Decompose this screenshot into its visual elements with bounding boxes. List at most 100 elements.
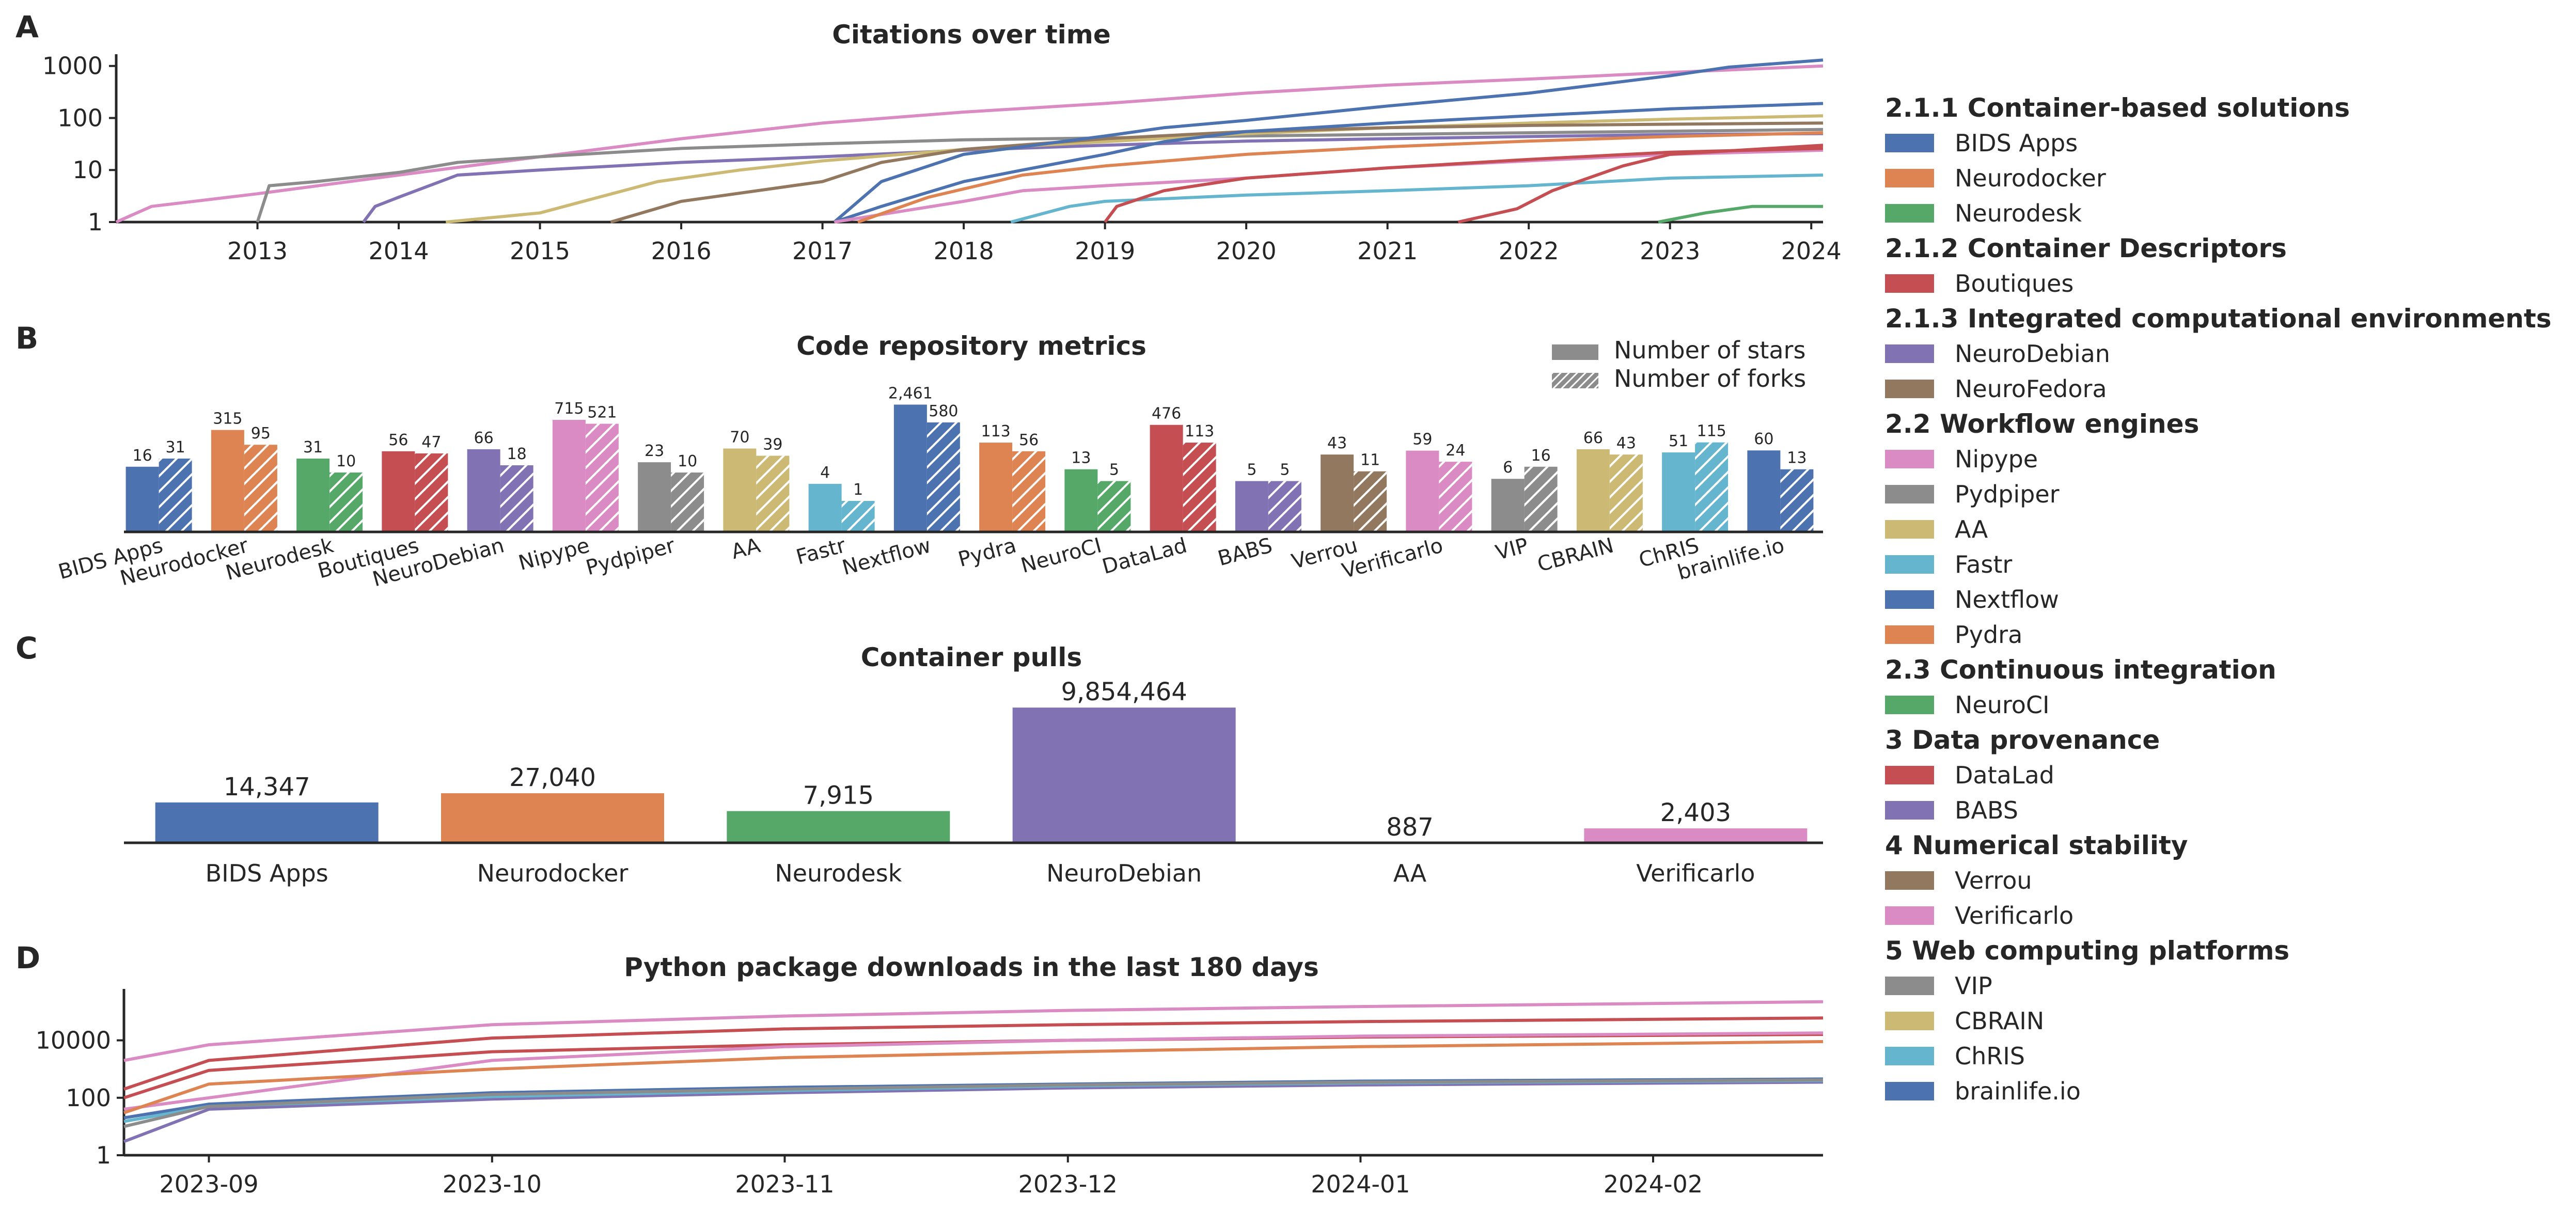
legend-item-label: ChRIS	[1955, 1042, 2025, 1070]
b-forks-label: 10	[678, 452, 697, 470]
b-forks-hatch	[756, 455, 790, 532]
legend-item-datalad: DataLad	[1885, 758, 2567, 793]
b-forks-label: 18	[507, 445, 527, 463]
panel-d: D Python package downloads in the last 1…	[15, 940, 1824, 1198]
legend-swatch	[1885, 520, 1934, 539]
d-x-tick-label: 2023-09	[159, 1170, 258, 1198]
b-forks-label: 31	[166, 438, 185, 457]
a-line-nextflow	[833, 58, 1824, 224]
a-line-pydpiper	[256, 128, 1824, 223]
b-forks-label: 24	[1446, 442, 1465, 460]
legend-item-label: NeuroCI	[1955, 691, 2050, 719]
legend-item-vip: VIP	[1885, 968, 2567, 1003]
b-stars-bar-aa	[723, 448, 757, 532]
legend-swatch	[1885, 696, 1934, 714]
legend-swatch	[1885, 169, 1934, 187]
b-x-tick-label: Nextflow	[840, 533, 934, 580]
c-value-label: 14,347	[224, 773, 310, 801]
d-x-tick-label: 2023-10	[443, 1170, 542, 1198]
legend-swatch	[1885, 485, 1934, 504]
b-stars-label: 43	[1327, 434, 1347, 452]
b-forks-label: 115	[1697, 422, 1726, 441]
b-x-tick-label: AA	[729, 533, 763, 564]
b-forks-label: 1	[853, 481, 863, 499]
legend-swatch	[1885, 766, 1934, 784]
b-forks-label: 11	[1360, 451, 1380, 469]
c-value-label: 9,854,464	[1061, 678, 1187, 706]
legend-swatch	[1885, 204, 1934, 223]
legend-item-neurodesk: Neurodesk	[1885, 196, 2567, 231]
b-forks-hatch	[1439, 462, 1472, 532]
b-stars-bar-datalad	[1150, 424, 1183, 532]
d-x-tick-label: 2024-01	[1311, 1170, 1410, 1198]
a-x-tick-label: 2014	[368, 237, 429, 265]
a-line-boutiques	[1104, 147, 1824, 223]
legend-item-label: Boutiques	[1955, 270, 2074, 297]
legend-swatch	[1885, 344, 1934, 363]
legend-swatch	[1885, 450, 1934, 468]
d-line-pydra	[123, 1040, 1824, 1114]
legend-item-bids-apps: BIDS Apps	[1885, 125, 2567, 161]
d-x-tick-label: 2023-11	[735, 1170, 834, 1198]
b-forks-hatch	[1268, 481, 1301, 532]
b-x-tick-label: Fastr	[794, 533, 849, 570]
b-x-tick-label: DataLad	[1099, 533, 1189, 579]
legend-swatch	[1885, 1012, 1934, 1030]
b-stars-label: 31	[303, 438, 323, 457]
b-stars-bar-fastr	[808, 483, 842, 532]
legend-swatch	[1885, 555, 1934, 574]
b-x-tick-label: BABS	[1215, 533, 1275, 571]
legend-group-title: 2.2 Workflow engines	[1885, 409, 2200, 439]
a-line-neuroci	[1658, 205, 1823, 224]
b-stars-label: 715	[554, 400, 584, 418]
legend-swatch	[1885, 801, 1934, 820]
c-x-tick-label: NeuroDebian	[1046, 859, 1202, 887]
a-y-tick-label: 1000	[42, 52, 103, 80]
b-forks-hatch	[926, 422, 960, 532]
a-y-tick-label: 100	[57, 104, 103, 132]
panel-a: A Citations over time 1 10 100 1000 2013 2014…	[15, 9, 1842, 265]
legend-item-label: NeuroDebian	[1955, 340, 2110, 368]
b-forks-label: 56	[1019, 431, 1039, 449]
b-forks-label: 39	[763, 435, 782, 453]
legend-item-cbrain: CBRAIN	[1885, 1003, 2567, 1039]
legend-item-label: AA	[1955, 515, 1988, 543]
b-stars-label: 16	[133, 447, 152, 465]
legend-item-neuroci: NeuroCI	[1885, 687, 2567, 722]
b-forks-hatch	[671, 473, 704, 532]
legend-item-chris: ChRIS	[1885, 1039, 2567, 1074]
legend-item-fastr: Fastr	[1885, 547, 2567, 582]
b-stars-bar-boutiques	[382, 451, 415, 532]
b-stars-bar-chris	[1662, 452, 1695, 532]
b-forks-label: 580	[929, 402, 958, 420]
panel-b-letter: B	[15, 321, 38, 356]
b-stars-label: 59	[1412, 431, 1432, 449]
legend-swatch	[1885, 1047, 1934, 1065]
panel-a-letter: A	[15, 9, 39, 44]
panel-c: C Container pulls 14,347 BIDS Apps 27,040 N…	[15, 631, 1823, 887]
b-stars-bar-neuroci	[1064, 469, 1098, 532]
d-line-nipype	[123, 1031, 1824, 1111]
legend-swatch	[1885, 380, 1934, 398]
a-line-datalad	[1457, 144, 1824, 224]
b-forks-label: 16	[1531, 447, 1551, 465]
legend-item-nipype: Nipype	[1885, 442, 2567, 477]
a-x-tick-label: 2023	[1640, 237, 1700, 265]
a-line-bids-apps	[834, 102, 1824, 224]
a-x-tick-label: 2021	[1357, 237, 1418, 265]
a-x-tick-label: 2019	[1075, 237, 1135, 265]
b-stars-bar-nextflow	[893, 404, 927, 532]
b-stars-label: 113	[981, 422, 1010, 441]
d-y-tick-label: 10000	[36, 1027, 111, 1055]
panel-d-axes: 1 100 10000 2023-09 2023-10 2023-11 2023-12 202…	[36, 989, 1823, 1198]
b-stars-bar-verificarlo	[1406, 450, 1439, 532]
figure-legend: 2.1.1 Container-based solutions BIDS Apps…	[1885, 90, 2567, 1109]
legend-item-neurodocker: Neurodocker	[1885, 161, 2567, 196]
b-stars-label: 60	[1754, 430, 1773, 448]
b-stars-label: 4	[820, 464, 830, 482]
b-stars-bar-cbrain	[1576, 449, 1610, 532]
b-forks-hatch	[585, 423, 619, 532]
b-forks-hatch	[1524, 466, 1558, 532]
